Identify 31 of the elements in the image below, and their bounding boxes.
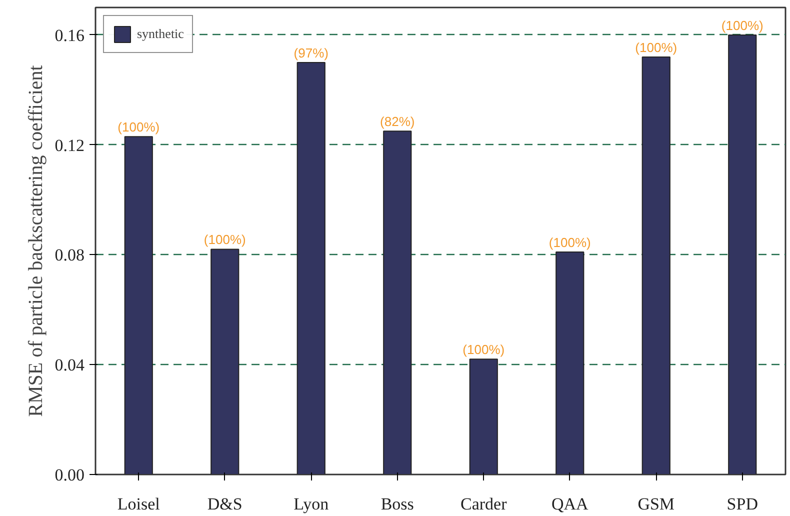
bar bbox=[124, 136, 153, 474]
legend-label: synthetic bbox=[137, 26, 184, 42]
annotation: (100%) bbox=[721, 18, 764, 33]
x-tick-label: SPD bbox=[726, 494, 758, 514]
annotation: (82%) bbox=[380, 114, 415, 130]
bar bbox=[210, 248, 240, 474]
annotation: (100%) bbox=[118, 120, 160, 135]
x-tick-label: D&S bbox=[207, 494, 242, 514]
bar bbox=[383, 130, 412, 474]
x-tick-label: Loisel bbox=[117, 494, 160, 514]
x-tick-label: Lyon bbox=[294, 494, 330, 514]
y-tick-label: 0.16 bbox=[54, 26, 84, 45]
x-tick-label: GSM bbox=[638, 494, 675, 514]
annotation: (100%) bbox=[635, 40, 678, 55]
annotation: (97%) bbox=[294, 45, 328, 60]
bar bbox=[642, 56, 670, 474]
annotation: (100%) bbox=[462, 342, 505, 358]
y-tick-label: 0.08 bbox=[54, 246, 84, 265]
y-tick-label: 0.12 bbox=[54, 136, 84, 155]
bar bbox=[469, 358, 498, 474]
bar bbox=[556, 251, 584, 474]
y-tick-label: 0.04 bbox=[54, 356, 85, 375]
annotation: (100%) bbox=[204, 232, 246, 248]
x-tick-label: Boss bbox=[380, 494, 414, 514]
annotation: (100%) bbox=[548, 234, 591, 250]
x-tick-label: QAA bbox=[551, 494, 590, 514]
x-tick-label: Carder bbox=[460, 494, 508, 514]
y-tick-label: 0.00 bbox=[54, 466, 84, 484]
bar bbox=[296, 62, 326, 474]
y-axis-title: RMSE of particle backscattering coefficient bbox=[24, 64, 47, 417]
bar bbox=[728, 34, 757, 474]
